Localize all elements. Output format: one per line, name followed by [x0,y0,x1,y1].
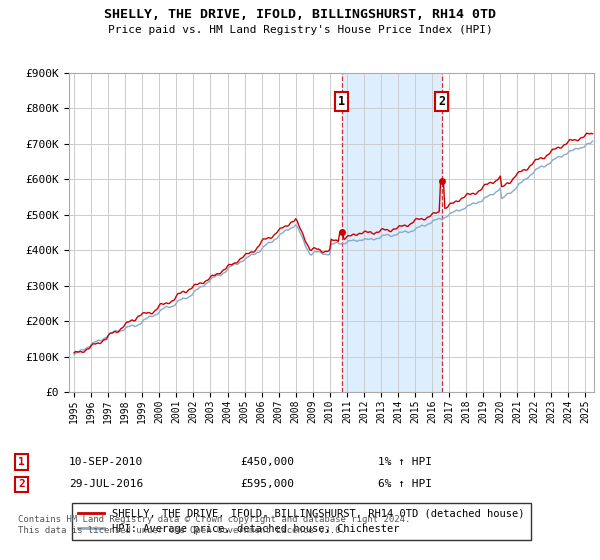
Text: 6% ↑ HPI: 6% ↑ HPI [378,479,432,489]
Text: Price paid vs. HM Land Registry's House Price Index (HPI): Price paid vs. HM Land Registry's House … [107,25,493,35]
Text: Contains HM Land Registry data © Crown copyright and database right 2024.
This d: Contains HM Land Registry data © Crown c… [18,515,410,535]
Legend: SHELLY, THE DRIVE, IFOLD, BILLINGSHURST, RH14 0TD (detached house), HPI: Average: SHELLY, THE DRIVE, IFOLD, BILLINGSHURST,… [71,502,531,540]
Text: 2: 2 [18,479,25,489]
Text: 1: 1 [338,95,345,108]
Bar [341,73,442,392]
Text: 1: 1 [18,457,25,467]
Text: 2: 2 [439,95,446,108]
Text: SHELLY, THE DRIVE, IFOLD, BILLINGSHURST, RH14 0TD: SHELLY, THE DRIVE, IFOLD, BILLINGSHURST,… [104,8,496,21]
Text: 1% ↑ HPI: 1% ↑ HPI [378,457,432,467]
Text: 29-JUL-2016: 29-JUL-2016 [69,479,143,489]
Text: 10-SEP-2010: 10-SEP-2010 [69,457,143,467]
Text: £595,000: £595,000 [240,479,294,489]
Text: £450,000: £450,000 [240,457,294,467]
